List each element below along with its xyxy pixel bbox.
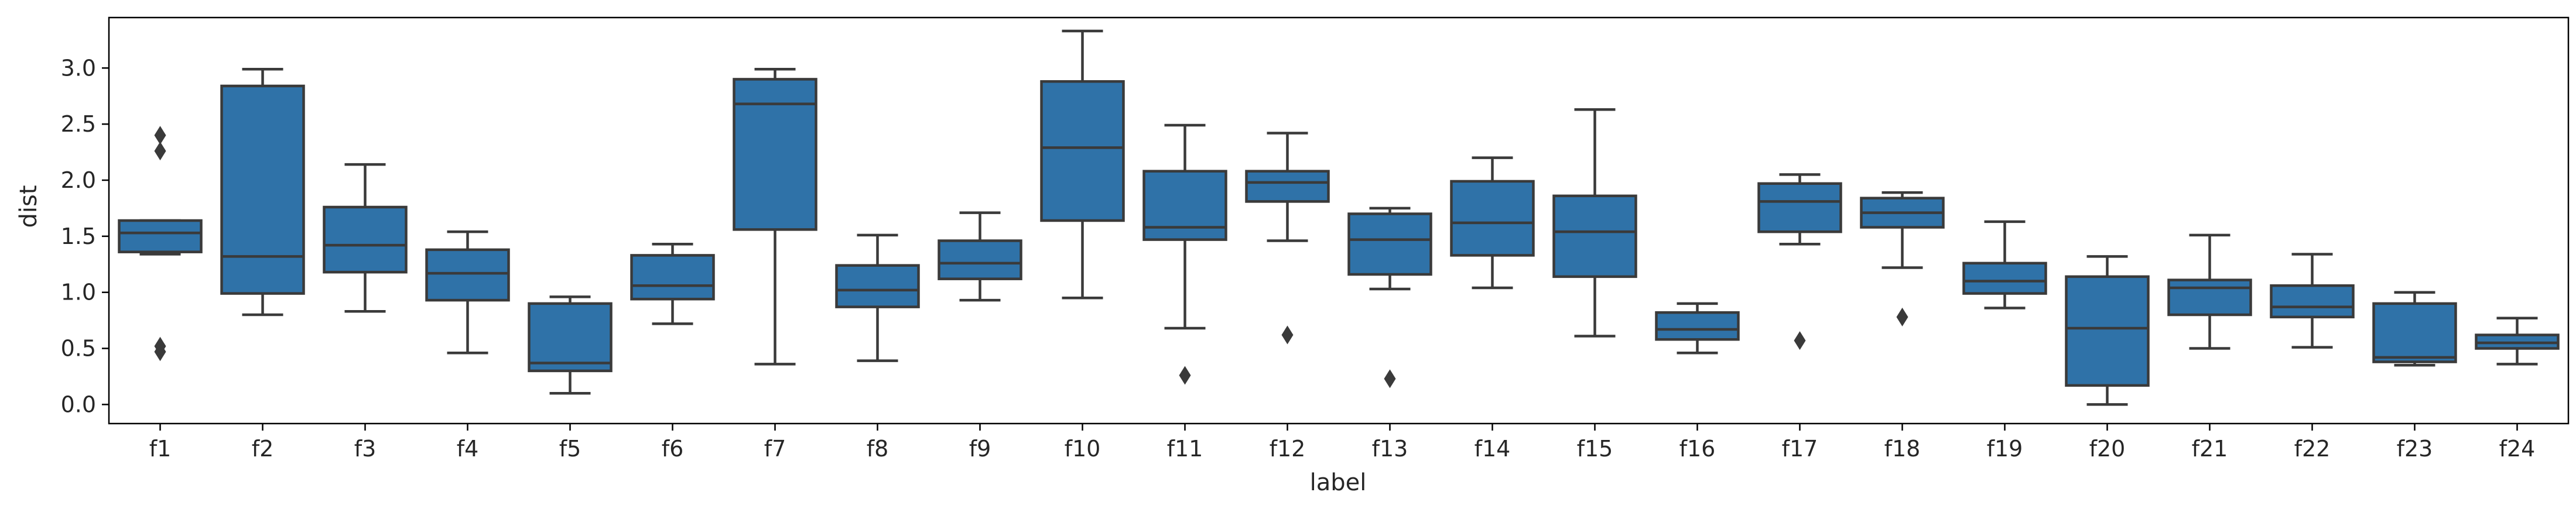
box-group-f12 <box>1245 132 1330 345</box>
outlier-point <box>154 126 166 145</box>
box-iqr <box>1347 212 1432 276</box>
box-group-f13 <box>1347 207 1432 388</box>
x-tick-label: f20 <box>2089 436 2126 462</box>
plot-area <box>118 29 2560 406</box>
box-iqr <box>1962 262 2047 295</box>
box-iqr <box>1245 170 1330 203</box>
box-group-f22 <box>2270 253 2355 349</box>
x-tick-label: f11 <box>1167 436 1203 462</box>
box-group-f19 <box>1962 220 2047 309</box>
x-tick-label: f13 <box>1372 436 1408 462</box>
x-tick-label: f23 <box>2397 436 2433 462</box>
x-tick-label: f4 <box>457 436 479 462</box>
box-iqr <box>938 239 1022 280</box>
box-group-f16 <box>1655 302 1740 355</box>
box-group-f24 <box>2475 317 2560 366</box>
x-tick-label: f18 <box>1884 436 1921 462</box>
x-tick-label: f2 <box>252 436 274 462</box>
box-group-f15 <box>1552 108 1637 338</box>
box-iqr <box>1552 194 1637 278</box>
x-tick-label: f15 <box>1577 436 1613 462</box>
box-group-f18 <box>1860 191 1945 326</box>
box-iqr <box>733 78 817 231</box>
x-tick-label: f14 <box>1475 436 1511 462</box>
box-iqr <box>1040 80 1125 222</box>
y-tick-label: 2.5 <box>61 111 96 137</box>
box-group-f1 <box>118 126 203 362</box>
x-tick-label: f7 <box>764 436 786 462</box>
box-group-f7 <box>733 67 817 366</box>
x-tick-label: f9 <box>969 436 991 462</box>
box-iqr <box>220 84 305 295</box>
axes: 0.0 0.5 1.0 1.5 2.0 2.5 3.0 f1 f2 f3 f4 f5 f6 f7 f8 f9 f… <box>61 16 2570 462</box>
box-group-f4 <box>425 230 510 355</box>
box-iqr <box>1655 311 1740 341</box>
box-group-f3 <box>323 163 408 313</box>
box-iqr <box>1757 182 1842 233</box>
outlier-point <box>1896 307 1908 326</box>
x-tick-label: f8 <box>867 436 889 462</box>
outlier-point <box>1281 325 1294 345</box>
box-iqr <box>1450 180 1535 257</box>
box-iqr <box>425 248 510 302</box>
outlier-point <box>1794 331 1806 350</box>
x-tick-label: f17 <box>1782 436 1818 462</box>
box-iqr <box>1142 170 1227 241</box>
x-tick-label: f10 <box>1065 436 1101 462</box>
x-tick-label: f12 <box>1270 436 1306 462</box>
box-iqr <box>2372 302 2457 363</box>
box-group-f21 <box>2167 233 2252 350</box>
box-group-f5 <box>528 295 613 395</box>
box-group-f8 <box>835 233 920 362</box>
x-tick-label: f16 <box>1679 436 1716 462</box>
box-group-f9 <box>938 211 1022 302</box>
x-tick-label: f3 <box>354 436 377 462</box>
outlier-point <box>1384 369 1396 388</box>
y-tick-label: 1.5 <box>61 223 96 249</box>
y-tick-label: 3.0 <box>61 55 96 81</box>
box-iqr <box>2167 278 2252 317</box>
x-tick-label: f5 <box>559 436 581 462</box>
box-iqr <box>835 264 920 308</box>
box-group-f10 <box>1040 29 1125 300</box>
box-iqr <box>118 219 203 253</box>
box-iqr <box>528 302 613 373</box>
axes-frame <box>108 16 2570 425</box>
x-tick-label: f21 <box>2192 436 2228 462</box>
x-tick-label: f1 <box>149 436 172 462</box>
box-iqr <box>630 254 715 301</box>
y-axis-label: dist <box>15 185 42 228</box>
box-group-f20 <box>2065 255 2150 406</box>
y-tick-label: 0.0 <box>61 391 96 417</box>
outlier-point <box>154 342 166 362</box>
y-tick-label: 0.5 <box>61 336 96 362</box>
x-tick-label: f22 <box>2294 436 2331 462</box>
box-group-f23 <box>2372 291 2457 367</box>
box-group-f6 <box>630 243 715 325</box>
y-tick-label: 2.0 <box>61 167 96 193</box>
x-tick-label: f19 <box>1987 436 2023 462</box>
box-iqr <box>2270 284 2355 319</box>
outlier-point <box>154 142 166 161</box>
box-iqr <box>2065 275 2150 387</box>
y-tick-label: 1.0 <box>61 280 96 305</box>
box-group-f2 <box>220 67 305 317</box>
x-tick-label: f6 <box>662 436 684 462</box>
box-group-f11 <box>1142 123 1227 385</box>
outlier-point <box>1179 366 1191 385</box>
box-group-f17 <box>1757 173 1842 350</box>
x-tick-label: f24 <box>2499 436 2536 462</box>
x-axis-label: label <box>1310 469 1367 496</box>
box-group-f14 <box>1450 156 1535 290</box>
box-iqr <box>323 205 408 274</box>
